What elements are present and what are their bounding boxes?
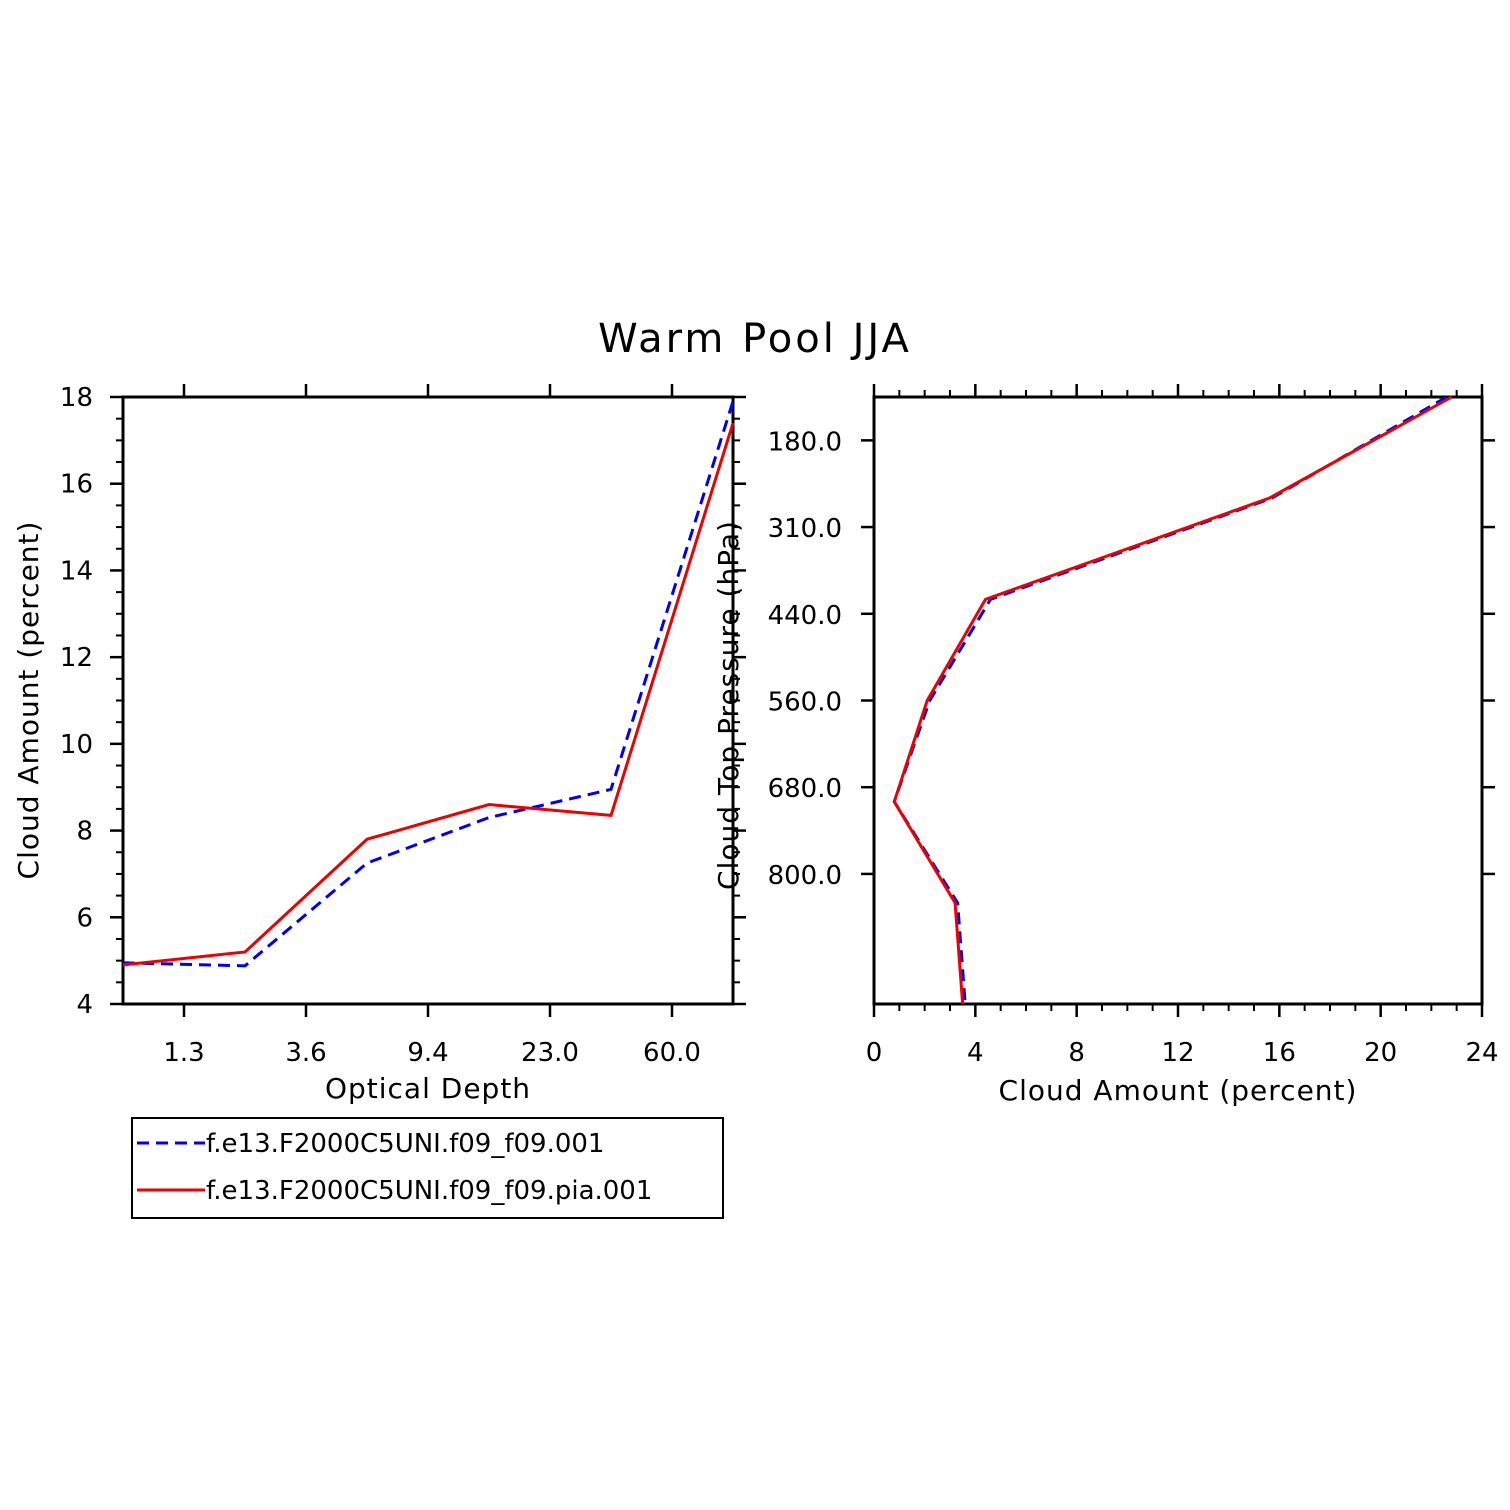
left-y-tick-label: 6 bbox=[76, 903, 93, 933]
left-plot-frame bbox=[121, 395, 735, 1006]
right-y-tick-label: 560.0 bbox=[768, 688, 842, 718]
left-x-axis-label: Optical Depth bbox=[325, 1072, 531, 1105]
right-y-tick-label: 310.0 bbox=[768, 514, 842, 544]
left-y-tick-label: 14 bbox=[60, 556, 93, 586]
right-x-tick-label: 4 bbox=[967, 1038, 984, 1068]
left-y-tick-label: 12 bbox=[60, 643, 93, 673]
left-y-axis-label: Cloud Amount (percent) bbox=[12, 521, 45, 880]
left-series-line-2 bbox=[122, 422, 735, 967]
legend-box bbox=[131, 1117, 724, 1219]
left-y-tick-label: 16 bbox=[60, 470, 93, 500]
right-x-axis-label: Cloud Amount (percent) bbox=[999, 1074, 1358, 1107]
right-y-tick-label: 180.0 bbox=[768, 427, 842, 457]
right-y-axis-label: Cloud Top Pressure (hPa) bbox=[712, 520, 745, 890]
right-x-tick-label: 16 bbox=[1263, 1038, 1296, 1068]
chart-title: Warm Pool JJA bbox=[598, 316, 912, 362]
right-plot-frame bbox=[872, 395, 1484, 1006]
right-series-line-2 bbox=[892, 395, 1453, 1005]
left-x-tick-label: 9.4 bbox=[407, 1038, 448, 1068]
left-x-tick-label: 23.0 bbox=[521, 1038, 579, 1068]
left-y-tick-label: 4 bbox=[76, 990, 93, 1020]
right-y-tick-label: 800.0 bbox=[768, 861, 842, 891]
right-ticks: 0 4 8 12 16 20 24 180.0 310.0 440.0 560.0 680.0 800.… bbox=[768, 384, 1499, 1068]
right-y-tick-label: 680.0 bbox=[768, 774, 842, 804]
left-y-tick-label: 18 bbox=[60, 383, 93, 413]
left-x-tick-label: 3.6 bbox=[285, 1038, 326, 1068]
left-y-tick-label: 8 bbox=[76, 817, 93, 847]
left-series-line-1 bbox=[122, 400, 735, 968]
left-x-tick-label: 1.3 bbox=[163, 1038, 204, 1068]
right-y-tick-label: 440.0 bbox=[768, 601, 842, 631]
right-panel: 0 4 8 12 16 20 24 180.0 310.0 440.0 560.0 680.0 800.… bbox=[712, 384, 1499, 1107]
legend-label-series2: f.e13.F2000C5UNI.f09_f09.pia.001 bbox=[206, 1176, 652, 1206]
left-y-tick-label: 10 bbox=[60, 730, 93, 760]
left-series bbox=[122, 400, 735, 968]
right-x-tick-label: 8 bbox=[1068, 1038, 1085, 1068]
legend: f.e13.F2000C5UNI.f09_f09.001 f.e13.F2000… bbox=[131, 1117, 724, 1219]
right-series-line-1 bbox=[892, 395, 1448, 1005]
left-x-tick-label: 60.0 bbox=[643, 1038, 701, 1068]
right-x-tick-label: 20 bbox=[1364, 1038, 1397, 1068]
right-x-tick-label: 12 bbox=[1161, 1038, 1194, 1068]
right-x-tick-label: 24 bbox=[1465, 1038, 1498, 1068]
left-panel: 4 6 8 10 12 14 16 18 1.3 3.6 9.4 23.0 60.0 Optical D… bbox=[12, 383, 746, 1105]
legend-label-series1: f.e13.F2000C5UNI.f09_f09.001 bbox=[206, 1129, 604, 1159]
right-series bbox=[892, 395, 1453, 1005]
right-x-tick-label: 0 bbox=[866, 1038, 883, 1068]
left-ticks: 4 6 8 10 12 14 16 18 1.3 3.6 9.4 23.0 60.0 bbox=[60, 383, 746, 1068]
